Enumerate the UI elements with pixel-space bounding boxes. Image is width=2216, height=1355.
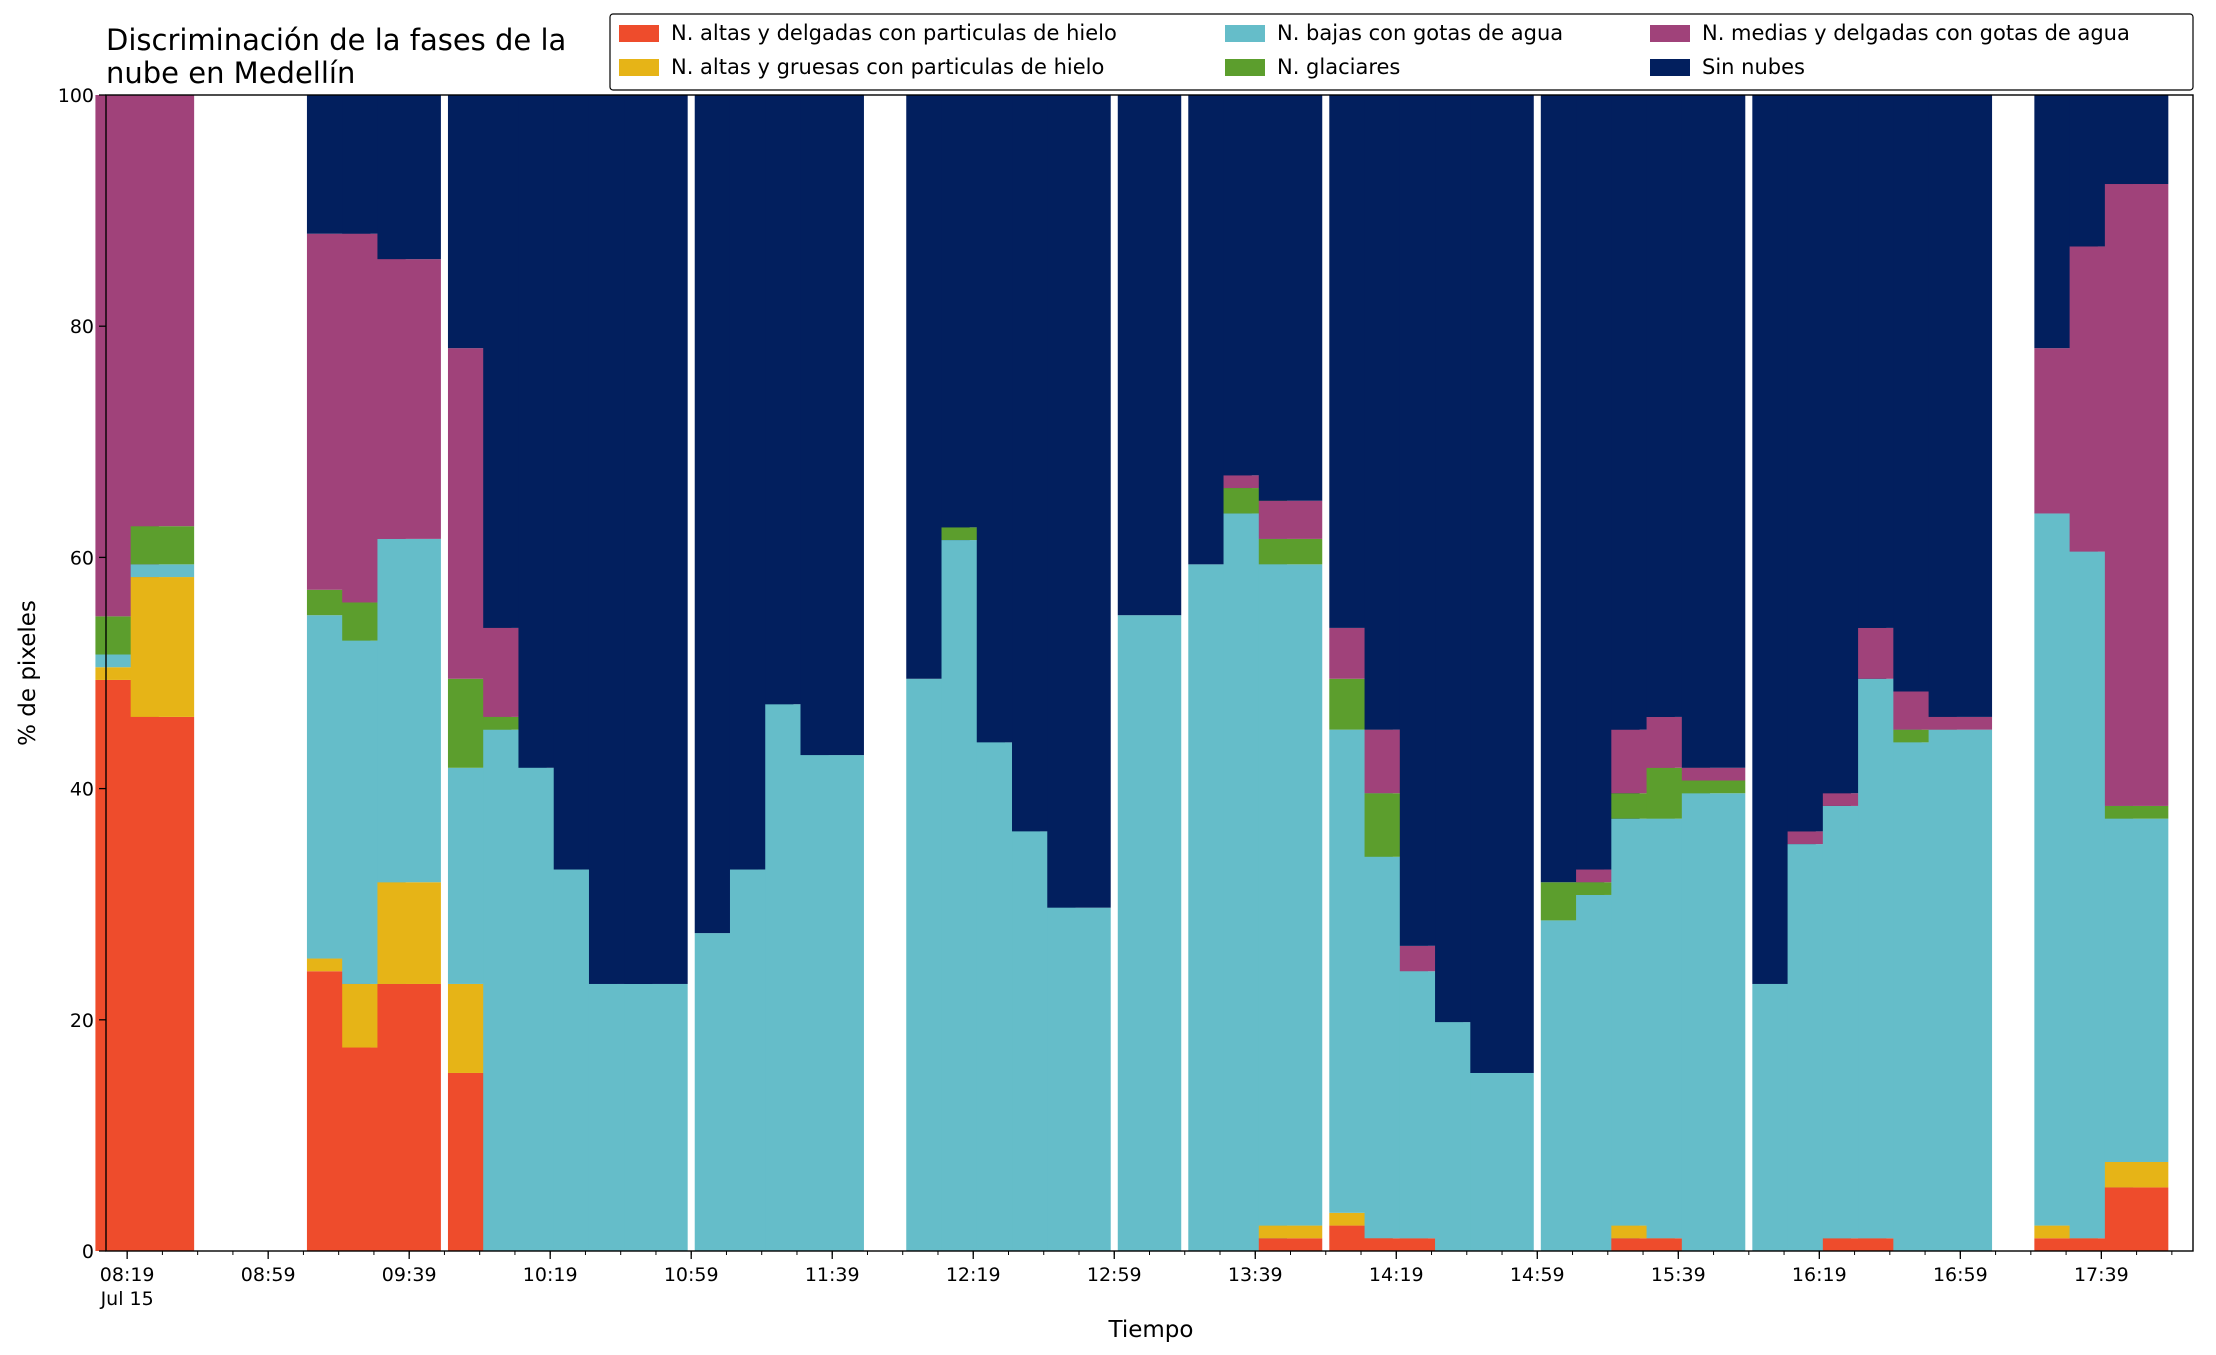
bar-segment <box>377 538 441 883</box>
chart-title-line-2: nube en Medellín <box>106 56 355 90</box>
bar-segment <box>1470 1072 1534 1251</box>
bar-segment <box>1681 793 1746 1251</box>
y-tick-label: 100 <box>58 85 94 107</box>
chart-title: Discriminación de la fases de la nube en… <box>106 23 566 90</box>
y-tick-label: 0 <box>82 1241 94 1263</box>
bar-segment <box>624 983 688 1251</box>
x-tick-label: 14:19 <box>1369 1264 1424 1286</box>
bar-segment <box>377 259 441 539</box>
y-tick-label: 40 <box>70 779 94 801</box>
x-tick-label: 17:39 <box>2074 1264 2129 1286</box>
bar-segment <box>130 526 195 565</box>
bar-segment <box>1117 95 1182 616</box>
bar-segment <box>2104 1161 2169 1188</box>
x-tick-label: 15:39 <box>1651 1264 1706 1286</box>
x-tick-label: 11:39 <box>805 1264 860 1286</box>
bar-segment <box>2104 818 2169 1162</box>
legend-swatch <box>1650 25 1690 42</box>
bar-segment <box>377 95 441 260</box>
bar-segment <box>1258 1225 1323 1239</box>
bar-segment <box>1258 538 1323 565</box>
legend-swatch <box>1650 59 1690 76</box>
legend-label: N. altas y gruesas con particulas de hie… <box>671 55 1104 79</box>
bar-segment <box>624 95 688 984</box>
x-tick-label: 16:59 <box>1933 1264 1988 1286</box>
bar-segment <box>377 983 441 1251</box>
x-tick-label: 13:39 <box>1228 1264 1283 1286</box>
bar-segment <box>1928 95 1993 717</box>
legend: N. altas y delgadas con particulas de hi… <box>609 13 2194 91</box>
legend-swatch <box>1225 25 1265 42</box>
x-tick-label: 14:59 <box>1510 1264 1565 1286</box>
x-tick-label: 16:19 <box>1792 1264 1847 1286</box>
x-tick-label: 08:59 <box>241 1264 296 1286</box>
bar-segment <box>1047 95 1111 908</box>
y-axis: 0 20 40 60 80 100 <box>58 85 106 1263</box>
x-axis-label: Tiempo <box>1108 1317 1194 1343</box>
legend-label: N. medias y delgadas con gotas de agua <box>1702 21 2130 45</box>
bar-segment <box>1928 729 1993 1251</box>
bar-segment <box>130 95 195 527</box>
bar-segment <box>130 577 195 717</box>
x-tick-label: 09:39 <box>382 1264 437 1286</box>
legend-label: N. bajas con gotas de agua <box>1277 21 1563 45</box>
bar-segment <box>130 564 195 578</box>
bar-segment <box>1047 907 1111 1251</box>
bar-segment <box>1681 780 1746 794</box>
bar-segment <box>1470 95 1534 1073</box>
y-tick-label: 20 <box>70 1010 94 1032</box>
bar-segment <box>1258 1238 1323 1251</box>
bar-segment <box>2104 805 2169 819</box>
bar-segment <box>800 95 864 756</box>
legend-swatch <box>619 59 659 76</box>
legend-label: N. altas y delgadas con particulas de hi… <box>671 21 1117 45</box>
bar-segment <box>2104 95 2169 185</box>
x-tick-label: 12:19 <box>946 1264 1001 1286</box>
x-tick-label: 12:59 <box>1087 1264 1142 1286</box>
bar-segment <box>1681 767 1746 781</box>
bar-segment <box>800 755 864 1251</box>
bar-segment <box>1258 564 1323 1226</box>
x-tick-label: 10:19 <box>523 1264 578 1286</box>
bar-segment <box>1258 500 1323 539</box>
legend-swatch <box>1225 59 1265 76</box>
bar-segment <box>2104 1187 2169 1251</box>
bar-segment <box>377 882 441 984</box>
legend-label: N. glaciares <box>1277 55 1400 79</box>
bar-segment <box>2104 184 2169 806</box>
legend-swatch <box>619 25 659 42</box>
y-axis-label: % de pixeles <box>15 600 41 746</box>
x-date-label: Jul 15 <box>100 1288 154 1310</box>
bar-segment <box>1681 95 1746 768</box>
legend-box <box>609 13 2194 91</box>
y-tick-label: 60 <box>70 547 94 569</box>
legend-label: Sin nubes <box>1702 55 1805 79</box>
bar-segment <box>1928 716 1993 730</box>
bar-segment <box>130 716 195 1251</box>
x-tick-label: 10:59 <box>664 1264 719 1286</box>
y-tick-label: 80 <box>70 316 94 338</box>
bar-segment <box>1117 615 1182 1251</box>
x-tick-label: 08:19 <box>100 1264 155 1286</box>
bar-segment <box>1258 95 1323 501</box>
bars <box>95 95 2169 1251</box>
chart-title-line-1: Discriminación de la fases de la <box>106 23 566 57</box>
